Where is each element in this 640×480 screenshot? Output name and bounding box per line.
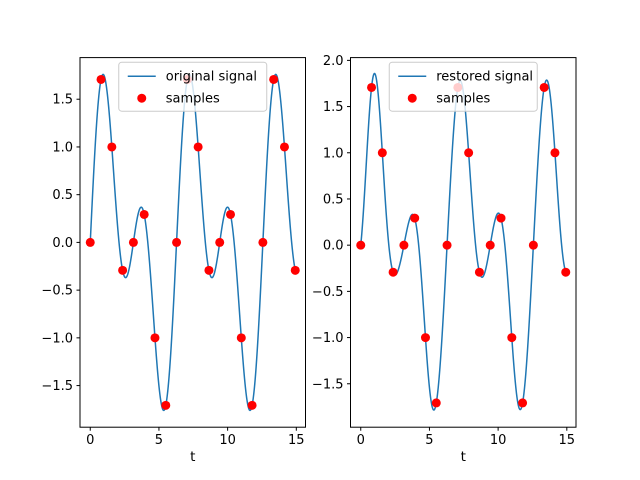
sample-dot	[388, 267, 398, 277]
sample-dot	[550, 148, 560, 158]
legend-label: samples	[166, 92, 220, 107]
x-tick-label: 5	[425, 433, 433, 448]
sample-dot	[367, 82, 377, 92]
sample-dot	[215, 237, 225, 247]
y-tick-label: 0.0	[323, 239, 344, 254]
sample-dot	[236, 333, 246, 343]
axes-spines	[350, 57, 577, 428]
y-tick-label: −1.5	[41, 379, 73, 394]
y-tick-label: 0.5	[52, 188, 73, 203]
x-tick-label: 5	[155, 433, 163, 448]
subplot-1: 0 5 10 15 −1.5 −1.0 −0.5 0.0 0.5 1.0 1.5 t original …	[41, 57, 306, 465]
legend: restored signal samples	[388, 61, 538, 112]
sample-dot	[204, 265, 214, 275]
sample-dot	[258, 237, 268, 247]
y-tick-label: 2.0	[323, 54, 344, 69]
sample-dot	[377, 148, 387, 158]
legend-dot-swatch	[137, 93, 147, 103]
y-tick-label: 1.0	[52, 140, 73, 155]
x-tick-label: 0	[86, 433, 94, 448]
y-tick-label: 0.0	[52, 236, 73, 251]
sample-dot	[290, 265, 300, 275]
sample-dot	[85, 237, 95, 247]
sample-dot	[247, 400, 257, 410]
sample-dot	[561, 267, 571, 277]
sample-dot	[193, 142, 203, 152]
y-tick-label: −1.5	[312, 377, 344, 392]
sample-dot	[507, 333, 517, 343]
y-tick-label: 0.5	[323, 192, 344, 207]
y-tick-label: 1.5	[323, 100, 344, 115]
sample-dot	[150, 333, 160, 343]
y-tick-label: 1.5	[52, 93, 73, 108]
sample-dot	[539, 82, 549, 92]
sample-dot	[442, 240, 452, 250]
y-tick-label: −1.0	[41, 331, 73, 346]
sample-dot	[118, 265, 128, 275]
legend-label: restored signal	[436, 70, 533, 85]
legend: original signal samples	[118, 61, 268, 112]
x-tick-label: 10	[490, 433, 507, 448]
legend-box	[118, 61, 268, 112]
subplot-2: 0 5 10 15 −1.5 −1.0 −0.5 0.0 0.5 1.0 1.5 2.0 t restor…	[312, 54, 577, 465]
sample-dot	[161, 400, 171, 410]
sample-dot	[420, 333, 430, 343]
legend-label: original signal	[166, 70, 257, 85]
y-tick-label: −0.5	[41, 284, 73, 299]
sample-dot	[528, 240, 538, 250]
x-tick-label: 15	[559, 433, 576, 448]
sample-dot	[356, 240, 366, 250]
legend-dot-swatch	[407, 93, 417, 103]
x-axis-label: t	[190, 449, 195, 465]
axes-spines	[79, 57, 306, 428]
sample-dot	[464, 148, 474, 158]
x-axis-label: t	[461, 449, 466, 465]
x-tick-label: 10	[219, 433, 236, 448]
sample-dot	[96, 74, 106, 84]
sample-dot	[279, 142, 289, 152]
y-tick-label: −1.0	[312, 331, 344, 346]
x-tick-label: 15	[288, 433, 305, 448]
sample-dot	[474, 267, 484, 277]
sample-dot	[269, 74, 279, 84]
sample-dot	[496, 213, 506, 223]
sample-dot	[518, 398, 528, 408]
legend-label: samples	[436, 92, 490, 107]
y-tick-label: −0.5	[312, 285, 344, 300]
sample-dot	[399, 240, 409, 250]
sample-dot	[128, 237, 138, 247]
y-tick-label: 1.0	[323, 146, 344, 161]
sample-dot	[139, 209, 149, 219]
x-tick-label: 0	[357, 433, 365, 448]
legend-box	[388, 61, 538, 112]
sample-dot	[410, 213, 420, 223]
sample-dot	[226, 209, 236, 219]
sample-dot	[107, 142, 117, 152]
sample-dot	[172, 237, 182, 247]
sample-dot	[431, 398, 441, 408]
sample-dot	[485, 240, 495, 250]
